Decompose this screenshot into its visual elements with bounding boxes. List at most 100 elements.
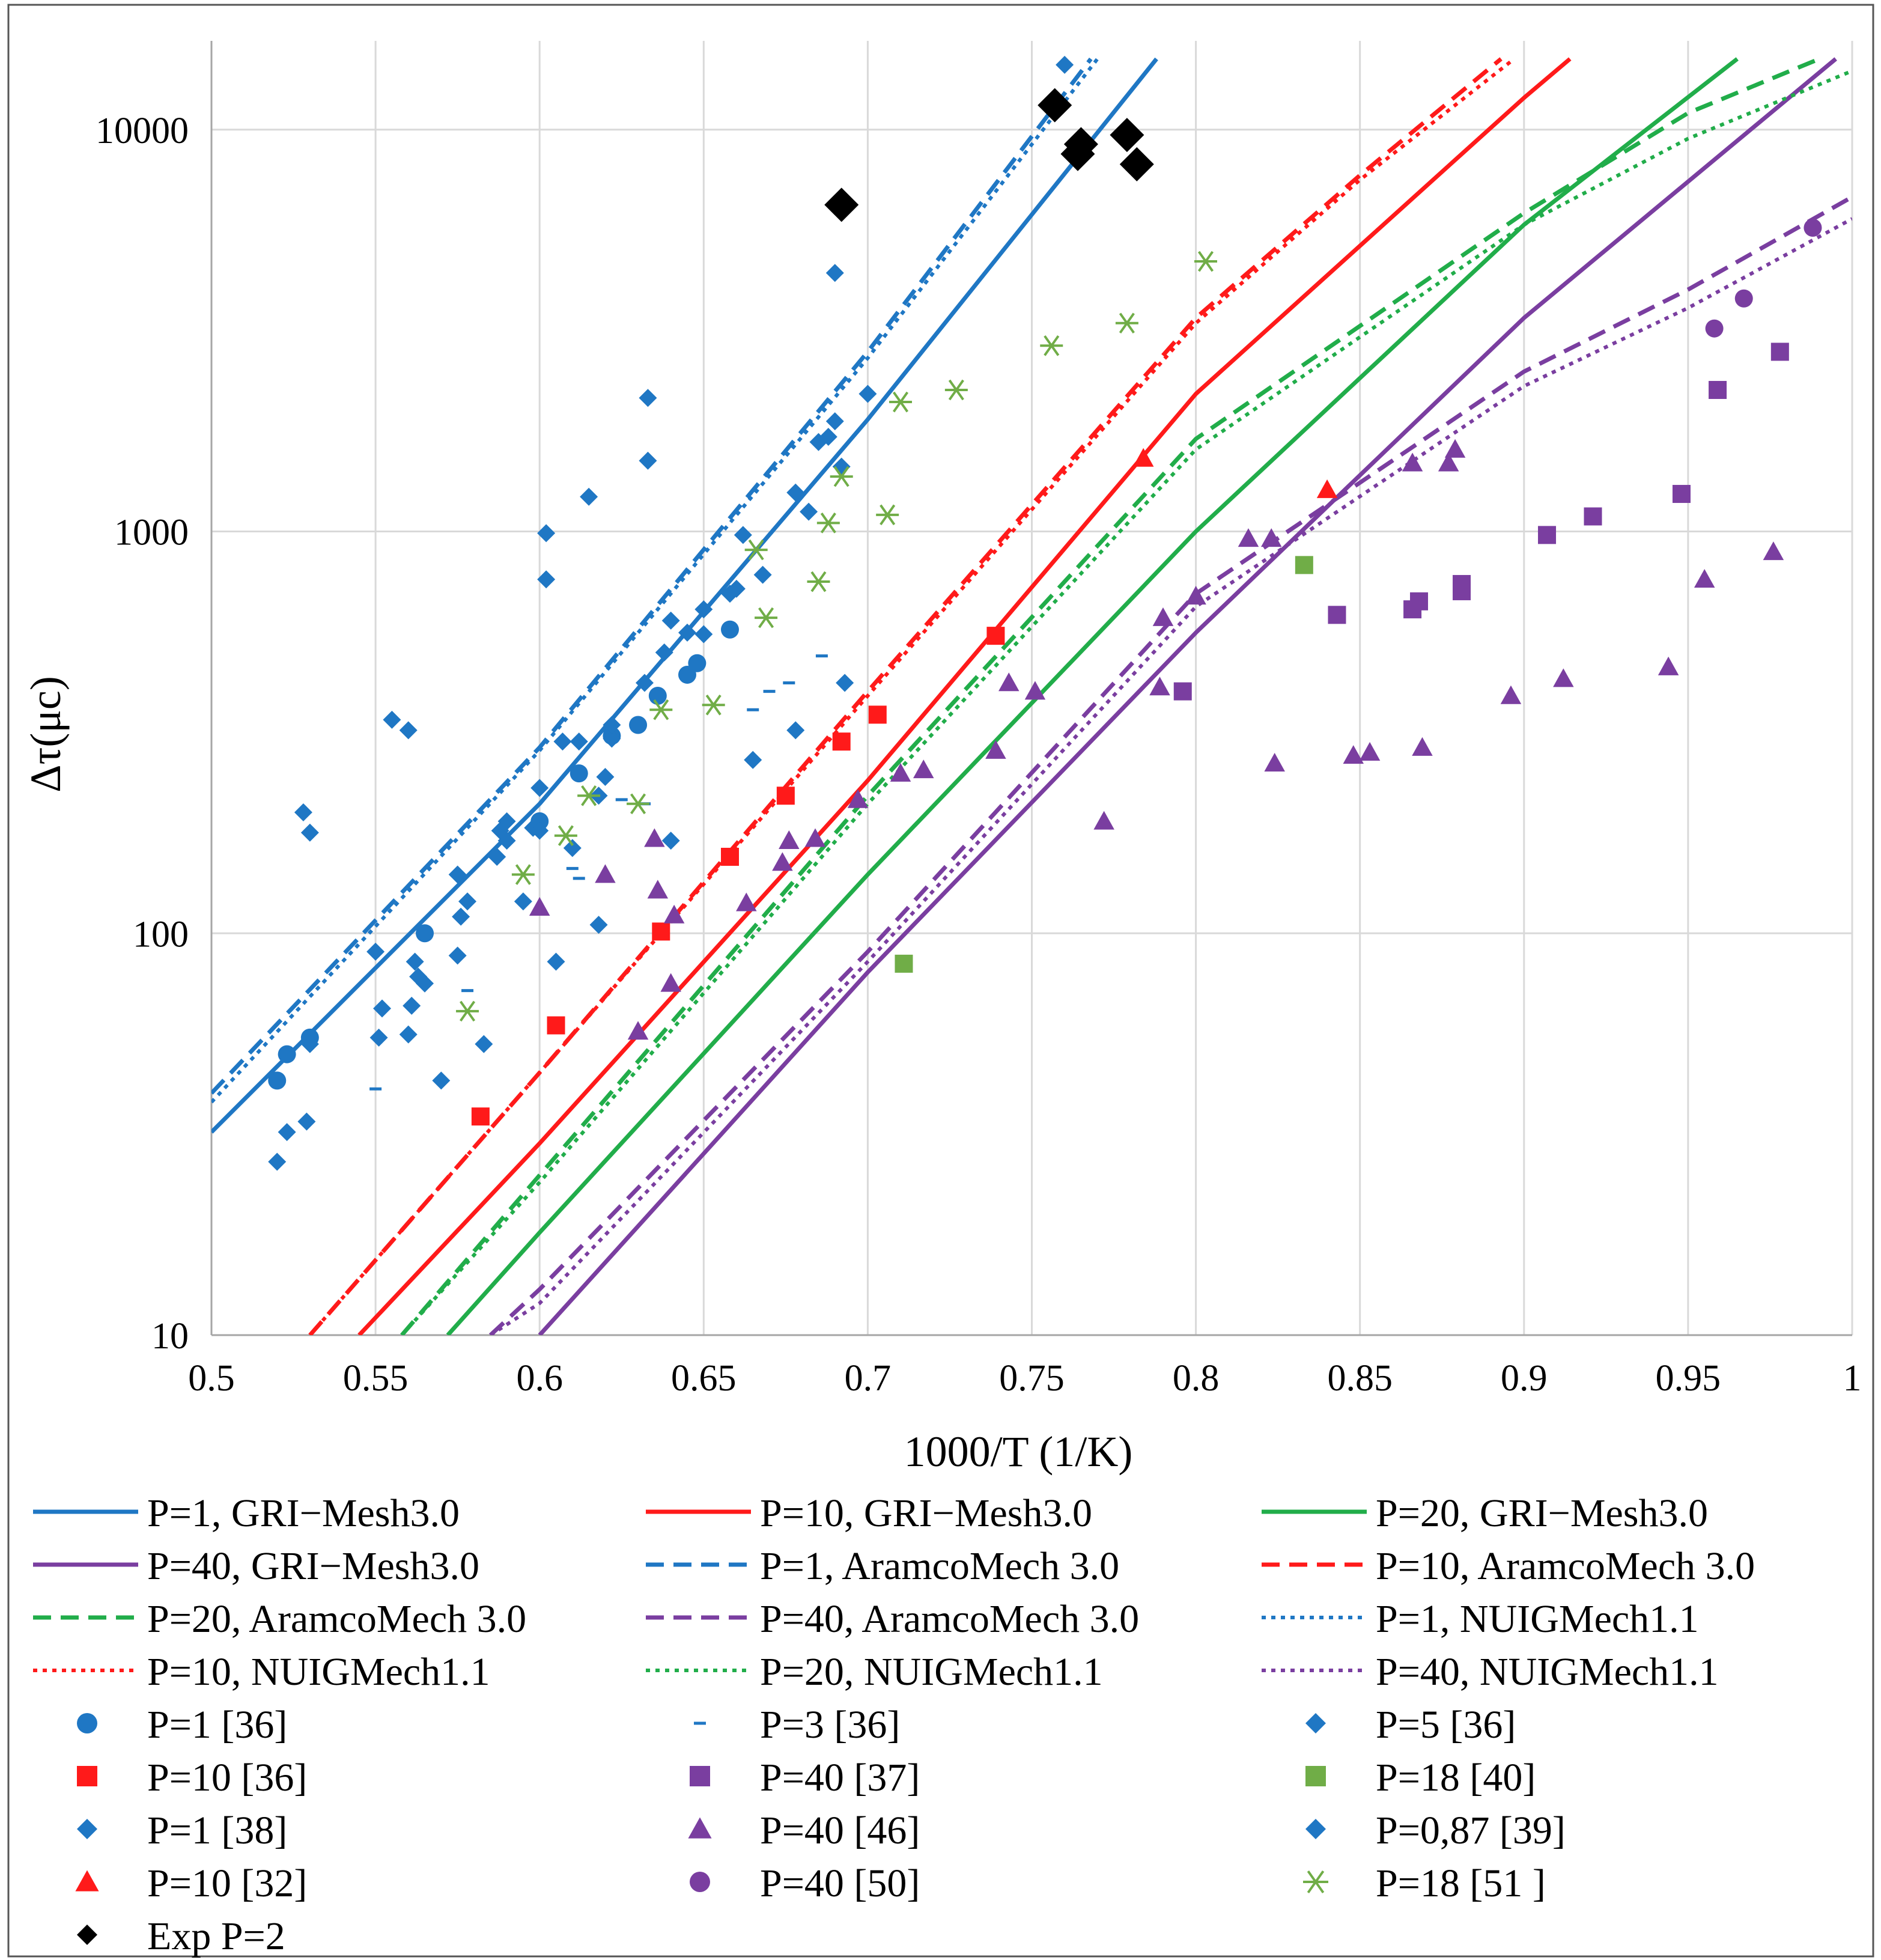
data-point-p-40-37 (1770, 342, 1789, 361)
legend-label: P=40, AramcoMech 3.0 (760, 1597, 1139, 1641)
data-point-p-40-46 (1264, 752, 1285, 772)
data-point-p-5-36 (537, 570, 556, 589)
data-point-p-5-36 (530, 779, 549, 797)
legend: P=1, GRI−Mesh3.0 P=10, GRI−Mesh3.0 P=20, G… (33, 1491, 1755, 1958)
data-point-p-5-36 (753, 565, 772, 584)
legend-item: P=10, AramcoMech 3.0 (1262, 1544, 1755, 1588)
legend-item: P=10, NUIGMech1.1 (33, 1650, 490, 1694)
series-line-p-20-gri-mesh3-0 (446, 57, 1739, 1335)
data-point-p-18-51 (816, 513, 840, 534)
legend-swatch-p-10-32 (75, 1870, 99, 1892)
legend-swatch-p-1-38 (77, 1819, 97, 1839)
data-point-p-40-46 (1444, 439, 1466, 458)
data-point-p-5-36 (800, 502, 818, 521)
data-point-p-40-46 (1185, 586, 1206, 605)
x-tick-label: 0.8 (1173, 1358, 1220, 1399)
data-point-p-0-87-39 (553, 732, 572, 751)
data-point-p-18-51 (830, 466, 853, 487)
series-line-p-1-aramcomech-3-0 (211, 57, 1093, 1095)
data-point-exp-p-2 (1063, 127, 1098, 162)
data-point-p-40-50 (1734, 289, 1753, 308)
data-point-p-5-36 (452, 907, 470, 926)
data-point-p-40-46 (1149, 677, 1170, 696)
data-point-p-1-36 (688, 654, 707, 672)
series-group-p-40-37 (1173, 342, 1789, 701)
data-point-p-1-38 (448, 865, 467, 884)
legend-item: P=1, AramcoMech 3.0 (646, 1544, 1119, 1588)
data-point-exp-p-2 (1110, 118, 1144, 153)
data-point-p-5-36 (786, 721, 805, 740)
data-point-p-1-36 (629, 716, 648, 734)
data-point-p-1-38 (694, 600, 713, 619)
data-point-p-1-38 (366, 942, 385, 961)
data-point-p-40-46 (1260, 528, 1282, 547)
legend-label: P=1 [38] (147, 1809, 287, 1852)
data-point-p-5-36 (639, 451, 657, 470)
legend-item: P=3 [36] (694, 1703, 900, 1747)
legend-label: P=10 [36] (147, 1756, 307, 1800)
data-point-p-40-46 (1093, 811, 1114, 830)
data-point-p-40-46 (1412, 737, 1433, 756)
data-point-p-5-36 (589, 916, 608, 934)
data-point-p-0-87-39 (1056, 55, 1074, 74)
y-axis-title: Δτ(μc) (22, 676, 70, 793)
data-point-p-18-51 (744, 539, 768, 561)
data-point-p-1-38 (678, 623, 696, 642)
legend-label: P=1, GRI−Mesh3.0 (147, 1491, 460, 1535)
data-point-p-40-46 (1238, 528, 1259, 547)
data-point-p-40-37 (1328, 606, 1346, 624)
data-point-p-40-46 (1500, 685, 1522, 704)
legend-label: P=1, AramcoMech 3.0 (760, 1544, 1119, 1588)
data-point-p-40-37 (1410, 592, 1429, 610)
data-point-p-18-51 (702, 694, 725, 716)
data-point-p-1-38 (655, 643, 673, 662)
data-point-p-40-46 (660, 973, 681, 992)
data-point-p-10-36 (776, 787, 795, 805)
data-point-p-1-36 (720, 620, 739, 639)
data-point-p-5-36 (825, 264, 844, 282)
data-point-p-40-46 (627, 1021, 649, 1040)
legend-label: P=18 [51 ] (1376, 1861, 1546, 1905)
data-point-p-10-36 (652, 922, 670, 941)
data-point-p-5-36 (300, 1035, 319, 1053)
x-tick-label: 0.85 (1327, 1358, 1393, 1399)
data-point-p-40-46 (779, 830, 800, 849)
data-point-p-18-51 (1115, 312, 1138, 334)
series-line-p-40-gri-mesh3-0 (538, 57, 1837, 1335)
series-line-p-10-gri-mesh3-0 (357, 57, 1572, 1335)
data-point-p-1-38 (294, 803, 312, 821)
legend-item: P=20, NUIGMech1.1 (646, 1650, 1103, 1694)
legend-label: P=10 [32] (147, 1861, 307, 1905)
series-line-p-1-nuigmech1-1 (211, 58, 1099, 1104)
data-point-p-40-46 (1438, 452, 1459, 472)
data-point-p-0-87-39 (300, 823, 319, 842)
data-point-p-40-46 (1152, 607, 1174, 626)
data-point-p-1-38 (819, 427, 837, 446)
data-point-p-40-46 (890, 762, 911, 782)
legend-label: P=10, AramcoMech 3.0 (1376, 1544, 1755, 1588)
data-point-p-5-36 (514, 892, 532, 911)
legend-swatch-p-18-40 (1305, 1766, 1326, 1786)
series-group-p-1-38 (294, 427, 837, 961)
data-point-p-40-46 (847, 789, 869, 808)
data-point-p-40-46 (736, 892, 757, 912)
legend-swatch-p-40-37 (690, 1766, 710, 1786)
data-point-p-40-37 (1709, 380, 1727, 399)
data-point-p-5-36 (297, 1112, 316, 1131)
data-point-p-40-46 (1343, 745, 1364, 764)
data-point-p-0-87-39 (661, 611, 680, 630)
legend-item: P=1 [36] (77, 1703, 287, 1747)
data-point-p-10-32 (1132, 448, 1154, 467)
legend-swatch-p-18-51 (1303, 1870, 1328, 1894)
data-point-p-18-51 (554, 825, 577, 847)
data-point-p-10-36 (471, 1107, 490, 1126)
data-point-p-5-36 (406, 952, 424, 971)
data-point-p-18-51 (577, 785, 601, 806)
legend-label: P=20, AramcoMech 3.0 (147, 1597, 526, 1641)
legend-item: P=20, AramcoMech 3.0 (33, 1597, 526, 1641)
data-point-p-18-51 (1040, 335, 1063, 356)
data-point-p-40-46 (1024, 681, 1046, 700)
legend-label: P=0,87 [39] (1376, 1809, 1566, 1852)
legend-item: P=10, GRI−Mesh3.0 (646, 1491, 1092, 1535)
data-point-p-5-36 (694, 625, 713, 644)
